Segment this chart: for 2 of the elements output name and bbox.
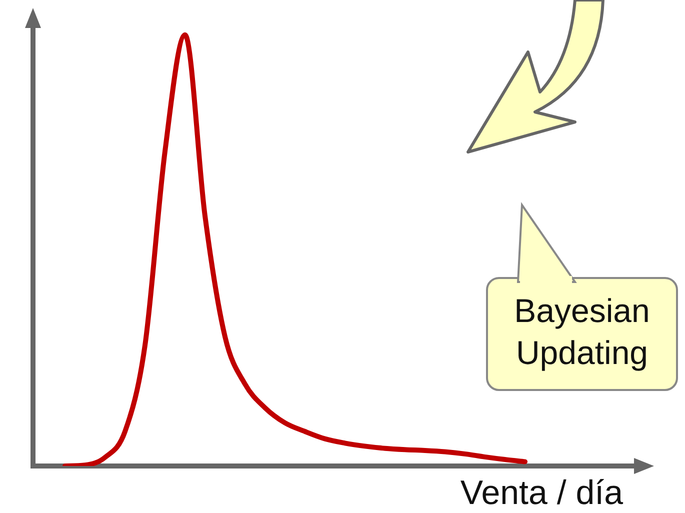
annotation: Bayesian Updating xyxy=(487,278,677,390)
x-axis-title: Venta / día xyxy=(460,474,623,513)
